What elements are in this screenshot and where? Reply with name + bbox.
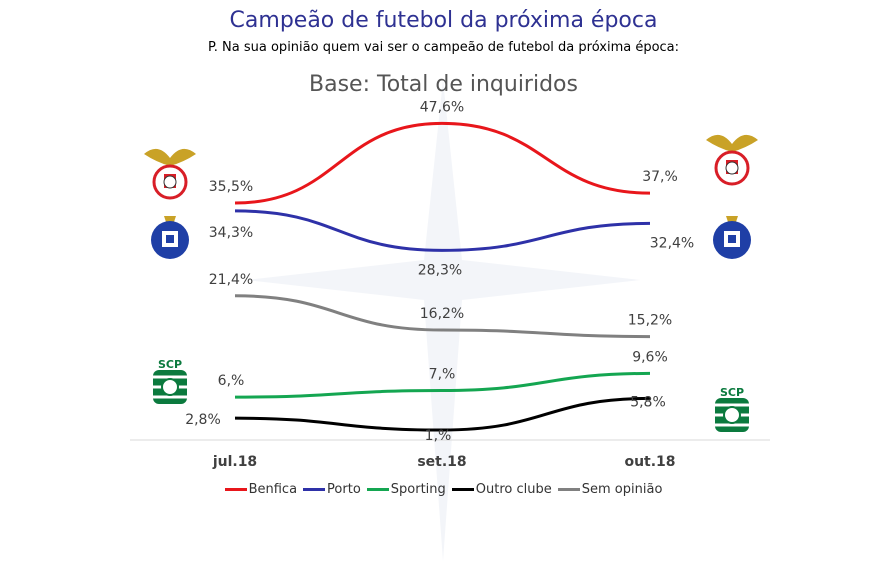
legend-swatch [451, 488, 474, 491]
legend-item-benfica: Benfica [224, 482, 298, 497]
chart-legend: Benfica Porto Sporting Outro clube Sem opini… [0, 482, 887, 497]
data-label-benfica-1: 47,6% [420, 99, 464, 115]
legend-item-porto: Porto [303, 482, 361, 497]
data-label-sem-opinião-2: 15,2% [628, 313, 672, 329]
watermark-star [246, 80, 640, 561]
sporting-logo-left-text: SCP [158, 358, 182, 371]
data-label-benfica-2: 37,% [642, 169, 678, 185]
benfica-logo-left [144, 148, 196, 200]
porto-logo-left [151, 216, 189, 259]
data-label-porto-1: 28,3% [418, 262, 462, 278]
porto-logo-right [713, 216, 751, 259]
data-label-sporting-2: 9,6% [632, 349, 668, 365]
series-line-sporting [234, 371, 651, 399]
legend-swatch [366, 488, 389, 491]
sporting-logo-right [715, 398, 749, 432]
data-label-layer: 35,5% 47,6% 37,% 34,3% 28,3% 32,4% 6,% 7,% 9,6% 2… [185, 99, 694, 444]
legend-item-sporting: Sporting [366, 482, 446, 497]
data-label-sporting-0: 6,% [218, 373, 245, 389]
legend-swatch [557, 488, 580, 491]
legend-label: Benfica [248, 482, 298, 497]
legend-label: Sporting [390, 482, 446, 497]
legend-item-sem-opinião: Sem opinião [557, 482, 663, 497]
legend-swatch [303, 488, 326, 491]
legend-label: Porto [327, 482, 361, 497]
series-line-sem-opinião [234, 294, 651, 339]
data-label-sporting-1: 7,% [429, 367, 456, 383]
series-line-porto [234, 209, 651, 252]
data-label-sem-opinião-0: 21,4% [209, 272, 253, 288]
series-line-benfica [234, 121, 651, 205]
x-tick-layer: jul.18 set.18 out.18 [212, 454, 676, 470]
x-tick-label: jul.18 [212, 454, 257, 470]
chart-subtitle: P. Na sua opinião quem vai ser o campeão… [207, 40, 680, 55]
legend-label: Sem opinião [581, 482, 663, 497]
data-label-benfica-0: 35,5% [209, 179, 253, 195]
data-label-outro-clube-2: 5,8% [630, 394, 666, 410]
data-label-porto-2: 32,4% [650, 235, 694, 251]
sporting-logo-left [153, 370, 187, 404]
sporting-logo-right-text: SCP [720, 386, 744, 399]
data-label-outro-clube-1: 1,% [425, 428, 452, 444]
legend-swatch [224, 488, 247, 491]
data-label-porto-0: 34,3% [209, 225, 253, 241]
legend-item-outro-clube: Outro clube [451, 482, 552, 497]
chart-base-label: Base: Total de inquiridos [309, 72, 578, 97]
data-label-outro-clube-0: 2,8% [185, 412, 221, 428]
x-tick-label: out.18 [624, 454, 675, 470]
data-label-sem-opinião-1: 16,2% [420, 306, 464, 322]
chart-title: Campeão de futebol da próxima época [229, 8, 658, 33]
x-tick-label: set.18 [417, 454, 466, 470]
series-layer [234, 121, 651, 432]
legend-label: Outro clube [475, 482, 552, 497]
benfica-logo-right [706, 134, 758, 186]
series-line-outro-clube [234, 396, 651, 432]
